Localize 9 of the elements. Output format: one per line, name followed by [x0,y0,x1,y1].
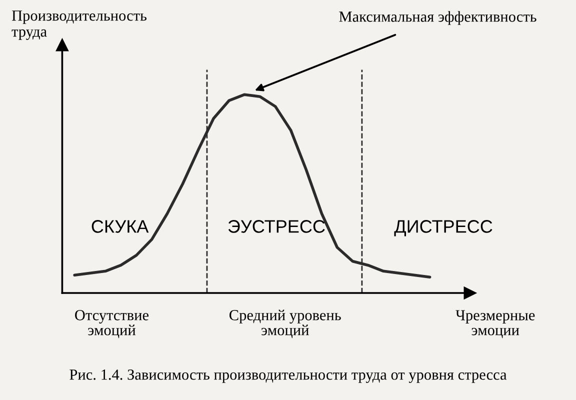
text: Максимальная эффективность [339,11,536,25]
text: Чрезмерные эмоции [456,310,535,338]
text: Отсутствие эмоций [75,310,149,338]
text: Рис. 1.4. Зависимость производительности труда от уровня стресса [70,370,507,383]
text: Средний уровень эмоций [230,310,341,338]
y-axis-title: Производительность труда [12,10,147,40]
annotation: ДИСТРЕСС [394,220,492,236]
annotation: СКУКА [92,220,149,233]
annotation: ЭУСТРЕСС [228,220,325,233]
